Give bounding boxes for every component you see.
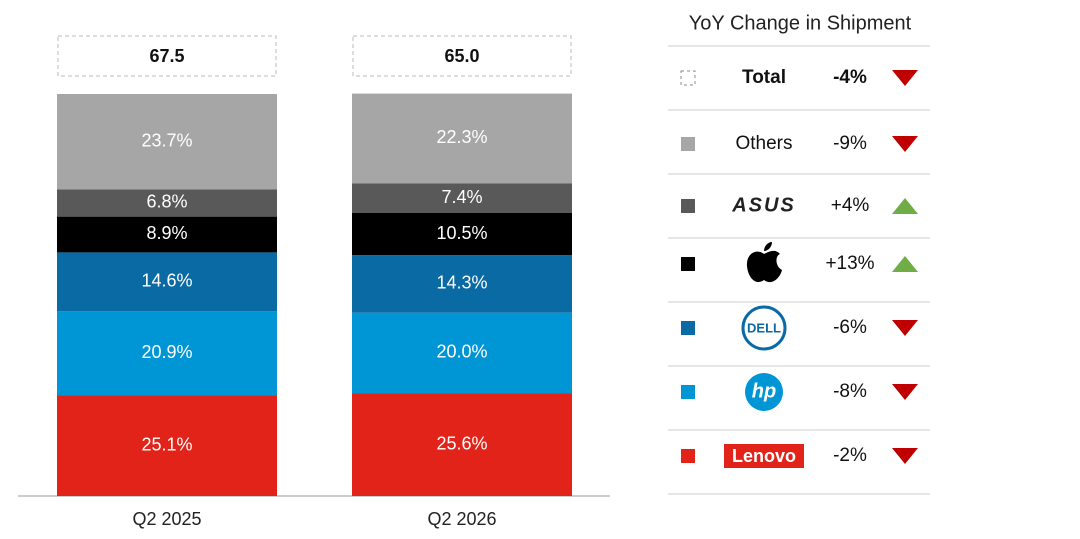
data-label: 6.8% xyxy=(146,192,187,212)
legend-swatch xyxy=(681,385,695,399)
bar-segment xyxy=(352,312,572,394)
total-icon xyxy=(680,70,696,86)
bar-segment xyxy=(57,311,277,396)
yoy-label: +4% xyxy=(831,195,870,216)
data-label: 25.1% xyxy=(141,434,192,454)
bar-segment xyxy=(57,94,277,190)
legend-label: ASUS xyxy=(731,194,796,216)
yoy-label: -8% xyxy=(833,381,867,402)
yoy-label: -2% xyxy=(833,445,867,466)
data-label: 14.3% xyxy=(436,273,487,293)
arrow-down xyxy=(892,448,918,464)
legend-label: hp xyxy=(752,380,776,402)
logo-ring xyxy=(741,305,787,351)
data-label: 22.3% xyxy=(436,127,487,147)
total-label: 65.0 xyxy=(444,46,479,66)
total-name: Total xyxy=(742,67,786,88)
total-label: 67.5 xyxy=(149,46,184,66)
legend-swatch xyxy=(681,257,695,271)
arrow-down xyxy=(892,384,918,400)
bar-segment xyxy=(57,189,277,217)
table-title: YoY Change in Shipment xyxy=(689,12,912,34)
x-tick-label: Q2 2026 xyxy=(427,509,496,529)
legend-swatch xyxy=(681,321,695,335)
total-yoy: -4% xyxy=(833,67,867,88)
data-label: 8.9% xyxy=(146,223,187,243)
yoy-label: +13% xyxy=(825,253,874,274)
bar-segment xyxy=(352,183,572,213)
yoy-label: -6% xyxy=(833,317,867,338)
arrow-down xyxy=(892,70,918,86)
total-box xyxy=(57,35,277,77)
bar-segment xyxy=(57,216,277,253)
data-label: 20.0% xyxy=(436,342,487,362)
bar-segment xyxy=(352,255,572,313)
data-label: 20.9% xyxy=(141,342,192,362)
bar-segment xyxy=(57,395,277,496)
data-label: 7.4% xyxy=(441,187,482,207)
bar-segment xyxy=(352,393,572,496)
legend-label: Lenovo xyxy=(732,446,796,466)
yoy-label: -9% xyxy=(833,133,867,154)
total-box xyxy=(352,35,572,77)
legend-swatch xyxy=(681,137,695,151)
bar-segment xyxy=(352,93,572,184)
data-label: 14.6% xyxy=(141,270,192,290)
legend-label: DELL xyxy=(747,320,781,335)
arrow-up xyxy=(892,256,918,272)
legend-swatch xyxy=(681,199,695,213)
legend-swatch xyxy=(681,449,695,463)
apple-icon xyxy=(746,242,782,283)
arrow-down xyxy=(892,320,918,336)
data-label: 23.7% xyxy=(141,130,192,150)
logo-circle xyxy=(745,373,783,411)
data-label: 25.6% xyxy=(436,433,487,453)
bar-segment xyxy=(57,252,277,312)
bar-segment xyxy=(352,212,572,256)
logo-box xyxy=(724,444,804,468)
data-label: 10.5% xyxy=(436,223,487,243)
x-tick-label: Q2 2025 xyxy=(132,509,201,529)
arrow-up xyxy=(892,198,918,214)
arrow-down xyxy=(892,136,918,152)
legend-label: Others xyxy=(735,133,792,154)
